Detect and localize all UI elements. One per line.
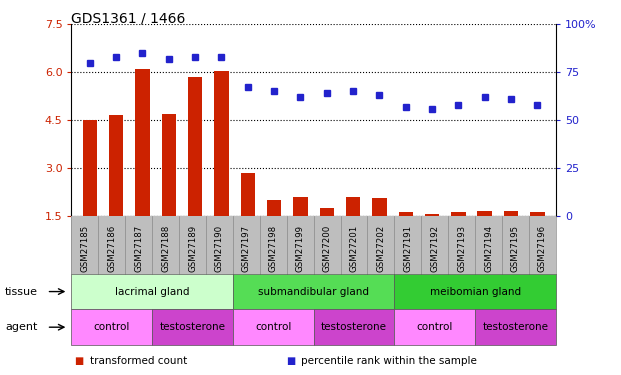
Bar: [530, 212, 545, 216]
Text: GSM27198: GSM27198: [269, 225, 278, 272]
Bar: [425, 214, 439, 216]
Text: GSM27200: GSM27200: [322, 225, 332, 272]
Text: GSM27187: GSM27187: [134, 225, 143, 272]
Bar: [83, 120, 97, 216]
Bar: [372, 198, 387, 216]
Bar: [267, 200, 281, 216]
Text: GSM27193: GSM27193: [457, 225, 466, 272]
Text: GSM27196: GSM27196: [538, 225, 547, 272]
Text: GSM27192: GSM27192: [430, 225, 439, 272]
Text: GDS1361 / 1466: GDS1361 / 1466: [71, 11, 186, 25]
Text: ■: ■: [75, 356, 84, 366]
Bar: [161, 114, 176, 216]
Text: GSM27188: GSM27188: [161, 225, 170, 272]
Bar: [293, 196, 307, 216]
Text: transformed count: transformed count: [90, 356, 188, 366]
Bar: [188, 77, 202, 216]
Text: GSM27189: GSM27189: [188, 225, 197, 272]
Text: GSM27199: GSM27199: [296, 225, 305, 272]
Text: control: control: [94, 322, 130, 332]
Text: control: control: [417, 322, 453, 332]
Text: agent: agent: [5, 322, 37, 332]
Bar: [240, 172, 255, 216]
Text: GSM27191: GSM27191: [403, 225, 412, 272]
Bar: [478, 211, 492, 216]
Text: GSM27194: GSM27194: [484, 225, 493, 272]
Bar: [320, 208, 334, 216]
Bar: [399, 212, 413, 216]
Text: percentile rank within the sample: percentile rank within the sample: [301, 356, 477, 366]
Text: GSM27186: GSM27186: [107, 225, 116, 272]
Bar: [346, 196, 360, 216]
Text: lacrimal gland: lacrimal gland: [115, 286, 189, 297]
Text: control: control: [255, 322, 291, 332]
Text: submandibular gland: submandibular gland: [258, 286, 369, 297]
Bar: [504, 211, 519, 216]
Bar: [451, 212, 466, 216]
Text: testosterone: testosterone: [321, 322, 387, 332]
Text: meibomian gland: meibomian gland: [430, 286, 520, 297]
Text: GSM27197: GSM27197: [242, 225, 251, 272]
Text: testosterone: testosterone: [160, 322, 225, 332]
Bar: [214, 70, 229, 216]
Text: GSM27201: GSM27201: [350, 225, 358, 272]
Text: GSM27190: GSM27190: [215, 225, 224, 272]
Text: testosterone: testosterone: [483, 322, 548, 332]
Bar: [135, 69, 150, 216]
Text: ■: ■: [286, 356, 295, 366]
Bar: [109, 115, 124, 216]
Text: GSM27202: GSM27202: [376, 225, 386, 272]
Text: GSM27185: GSM27185: [80, 225, 89, 272]
Text: tissue: tissue: [5, 286, 38, 297]
Text: GSM27195: GSM27195: [511, 225, 520, 272]
